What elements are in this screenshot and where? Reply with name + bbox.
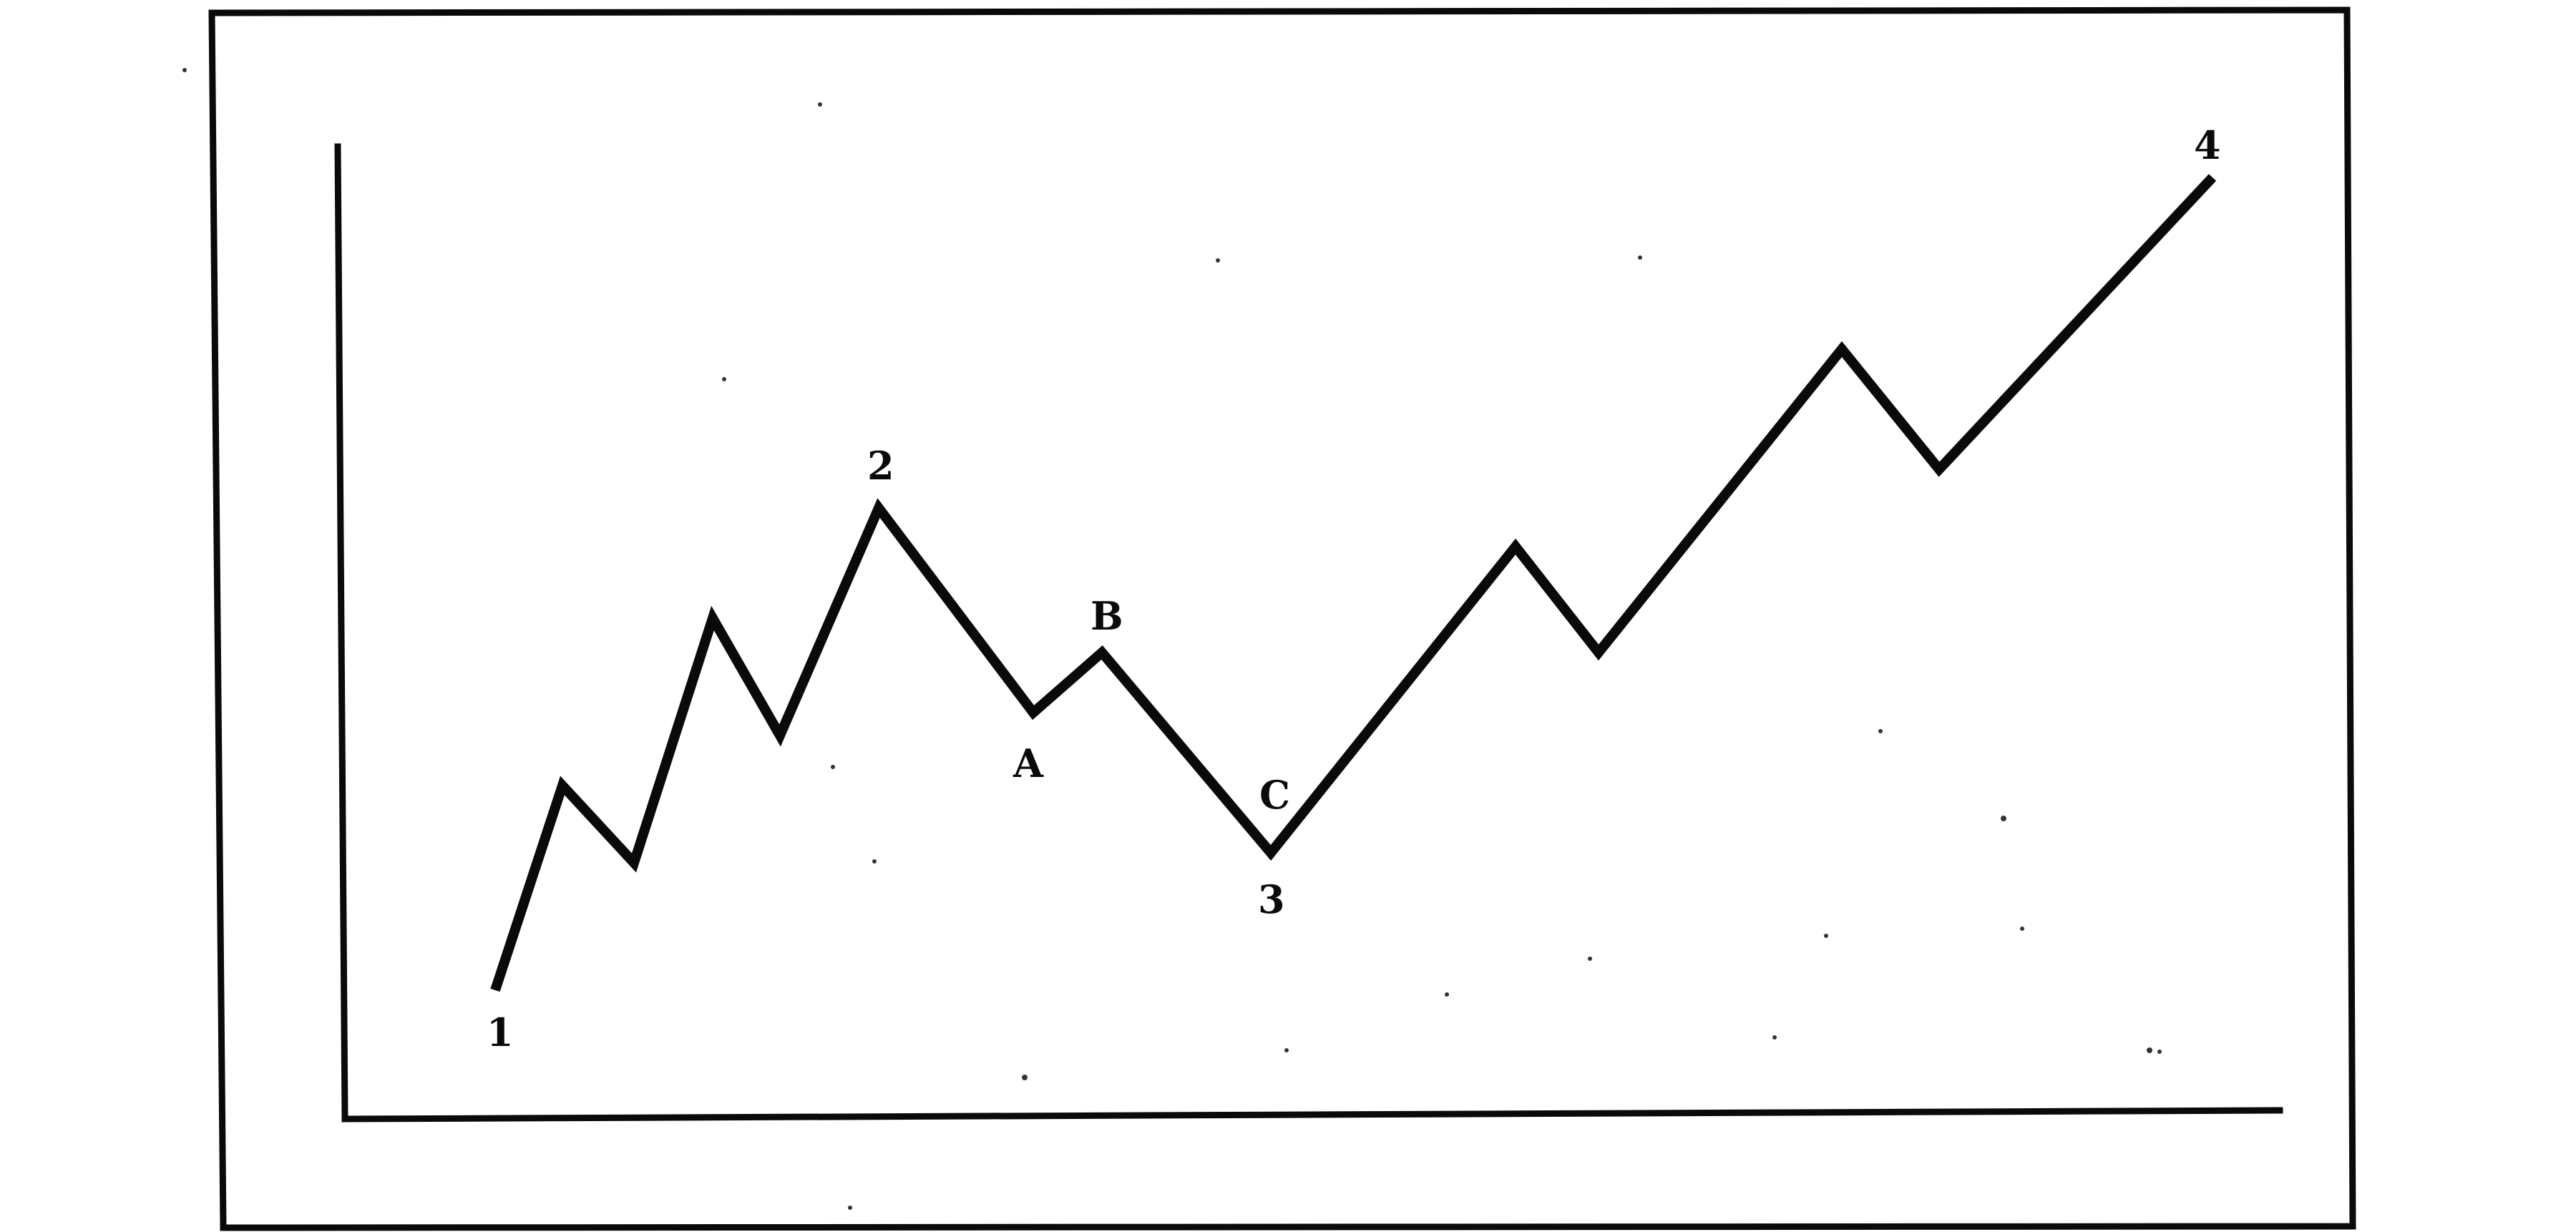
diagram-frame [208, 6, 2356, 1231]
y-axis [334, 143, 348, 1123]
label-point-2: 2 [867, 443, 894, 489]
label-point-3: 3 [1258, 876, 1285, 922]
x-axis [341, 1107, 2283, 1123]
label-point-a: A [1013, 740, 1044, 786]
label-point-b: B [1091, 593, 1123, 639]
scan-specks [182, 68, 2162, 1210]
label-point-4: 4 [2194, 122, 2221, 168]
label-point-c: C [1259, 772, 1290, 818]
label-point-1: 1 [487, 1009, 514, 1055]
wave-line [490, 174, 2217, 992]
